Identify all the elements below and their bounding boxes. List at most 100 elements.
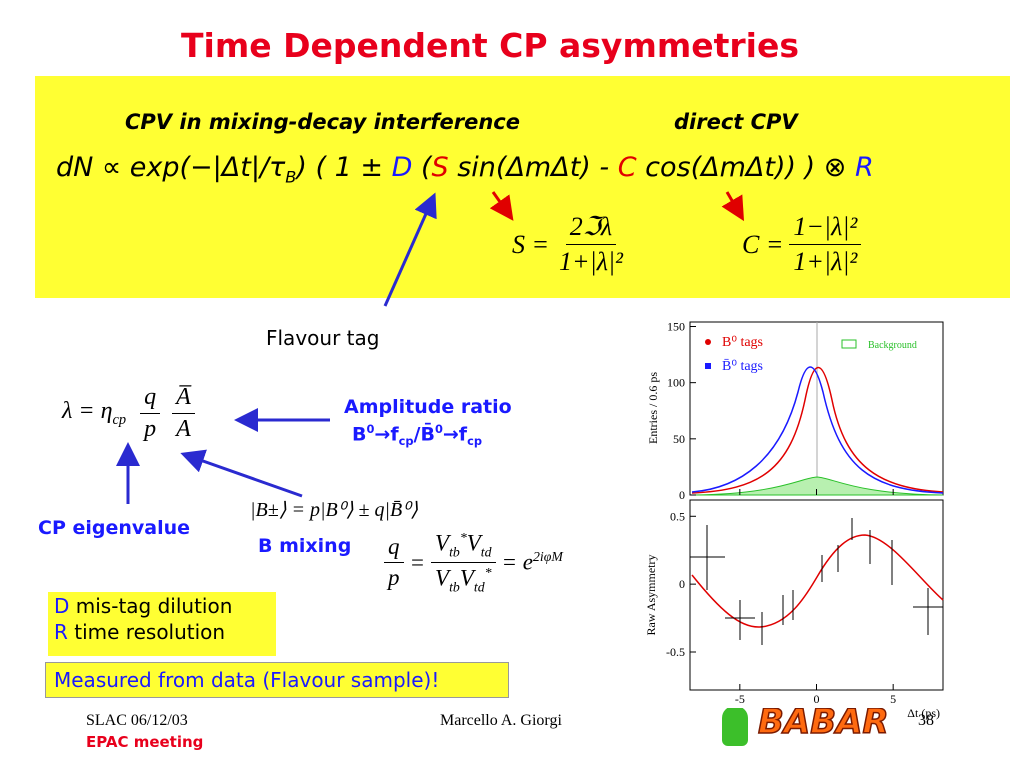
- legend-label: B⁰ tags: [722, 335, 763, 350]
- arrow: [721, 191, 745, 222]
- formula-part: R: [854, 152, 874, 183]
- asymmetry-points: [690, 518, 943, 645]
- note-r: R time resolution: [48, 620, 276, 644]
- y-tick-label: 0: [679, 488, 685, 502]
- legend-swatch: [705, 363, 711, 369]
- rhs: = e2iφM: [502, 549, 563, 576]
- key: R: [54, 620, 68, 644]
- measured-note: Measured from data (Flavour sample)!: [45, 662, 509, 698]
- formula-part: V: [466, 530, 481, 556]
- formula-part: *: [459, 530, 467, 545]
- x-axis-label: Δt (ps): [907, 706, 940, 720]
- formula-part: V: [459, 565, 474, 591]
- formula-part: 0: [434, 422, 443, 436]
- y-tick-label: 0.5: [670, 509, 685, 523]
- logo-text: BABAR: [757, 701, 889, 743]
- arrow: [489, 191, 514, 221]
- slide-title: Time Dependent CP asymmetries: [181, 26, 799, 65]
- arrow: [383, 192, 437, 307]
- c-formula: C = 1−|λ|² 1+|λ|²: [742, 212, 867, 277]
- legend-swatch: [705, 339, 711, 345]
- s-formula: S = 2ℑλ 1+|λ|²: [512, 212, 633, 277]
- formula-part: td: [480, 544, 492, 560]
- x-tick-label: 5: [890, 692, 896, 706]
- b0-curve: [691, 366, 944, 494]
- y-tick-label: -0.5: [666, 645, 685, 659]
- p: p: [140, 413, 161, 443]
- formula-part: S: [431, 152, 449, 183]
- formula-part: λ = η: [62, 398, 113, 425]
- amplitude-ratio: B0→fcp/B̄0→fcp: [352, 422, 482, 448]
- q: q: [144, 384, 157, 410]
- b0bar-curve: [691, 366, 944, 494]
- heading-right: direct CPV: [674, 110, 798, 134]
- formula-part: 0: [366, 422, 375, 436]
- den: 1+|λ|²: [793, 247, 858, 276]
- x-tick-label: 0: [814, 692, 820, 706]
- num: 1−|λ|²: [789, 212, 862, 245]
- den: A: [176, 416, 191, 442]
- y-tick-label: 100: [667, 376, 685, 390]
- formula-part: td: [473, 579, 485, 595]
- formula-part: ) ( 1 ±: [296, 152, 392, 183]
- text: time resolution: [74, 620, 226, 644]
- formula-part: cp: [467, 434, 482, 449]
- formula-part: B: [285, 167, 297, 187]
- y-axis-label: Entries / 0.6 ps: [646, 372, 660, 444]
- formula-part: /B̄: [413, 423, 435, 446]
- background-label: Background: [868, 340, 917, 351]
- y-tick-label: 50: [673, 432, 685, 446]
- key: D: [54, 594, 70, 618]
- formula-part: D: [391, 152, 413, 183]
- formula-part: tb: [449, 579, 460, 595]
- page-number: 38: [918, 712, 934, 729]
- formula-part: C: [617, 152, 637, 183]
- logo-figure: [722, 706, 748, 746]
- b-mixing-label: B mixing: [258, 535, 352, 557]
- b-states: |B±⟩ = p|B⁰⟩ ± q|B̄⁰⟩: [250, 499, 419, 521]
- footer-author: Marcello A. Giorgi: [440, 712, 562, 729]
- num: Vtb*Vtd: [431, 530, 496, 564]
- plot-bg: [640, 316, 945, 708]
- y-tick-label: 150: [667, 319, 685, 333]
- lhs: λ = ηcp: [62, 398, 126, 429]
- cp-eigenvalue: CP eigenvalue: [38, 517, 191, 539]
- heading-left: CPV in mixing-decay interference: [125, 110, 521, 134]
- footer-date: SLAC 06/12/03: [86, 712, 188, 729]
- formula-part: V: [435, 530, 450, 556]
- arrow: [180, 449, 303, 498]
- flavour-tag: Flavour tag: [266, 326, 380, 350]
- formula-part: 2iφM: [533, 549, 563, 565]
- background-curve: [691, 476, 944, 496]
- den: 1+|λ|²: [559, 247, 623, 276]
- y-tick-label: 0: [679, 577, 685, 591]
- formula-part: sin(ΔmΔt) -: [448, 152, 618, 183]
- footer-event: EPAC meeting: [86, 733, 204, 751]
- formula-part: tb: [449, 544, 460, 560]
- num: 2ℑλ: [565, 212, 617, 245]
- formula-part: V: [435, 565, 450, 591]
- amplitude-ratio-label: Amplitude ratio: [344, 396, 512, 418]
- lhs: S =: [512, 229, 550, 259]
- formula-part: →f: [374, 423, 399, 446]
- q: q: [384, 534, 404, 564]
- formula-box: [35, 76, 1010, 298]
- x-tick-label: -5: [735, 692, 745, 706]
- lhs: C =: [742, 229, 784, 259]
- y-axis-label: Raw Asymmetry: [644, 555, 658, 636]
- formula-part: *: [484, 565, 492, 581]
- formula-part: →f: [442, 423, 468, 446]
- p: p: [388, 565, 400, 591]
- note-d: D mis-tag dilution: [48, 592, 276, 620]
- formula-part: = e: [501, 550, 534, 576]
- formula-part: cp: [112, 411, 127, 428]
- formula-part: cp: [398, 434, 414, 449]
- background-swatch: [841, 339, 857, 349]
- den: VtbVtd*: [431, 563, 496, 595]
- main-formula: dN ∝ exp(−|Δt|/τB) ( 1 ± D (S sin(ΔmΔt) …: [56, 152, 874, 186]
- asymmetry-curve: [691, 534, 944, 628]
